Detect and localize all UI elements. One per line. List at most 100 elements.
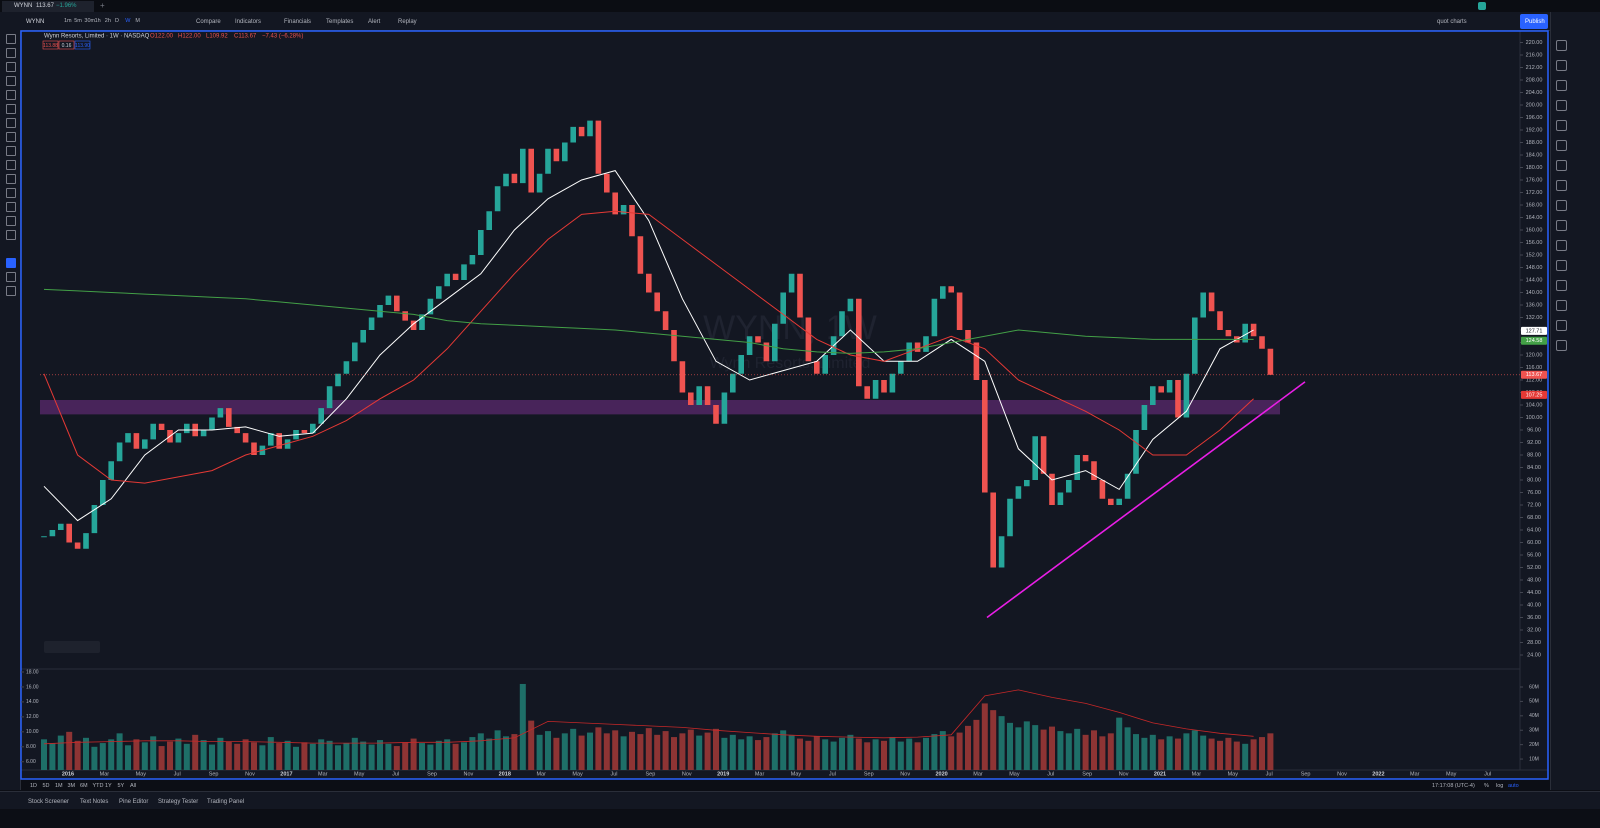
- sidebar-icon[interactable]: [1556, 180, 1567, 191]
- interval-button[interactable]: D: [115, 18, 119, 24]
- avatar[interactable]: [1478, 2, 1486, 10]
- sidebar-icon[interactable]: [1556, 160, 1567, 171]
- sidebar-icon[interactable]: [1556, 240, 1567, 251]
- active-chart-frame: [20, 30, 1549, 780]
- price-label-bg: [1521, 326, 1547, 335]
- drawing-tool[interactable]: [6, 272, 16, 282]
- toolbar-button[interactable]: Replay: [398, 19, 417, 25]
- candle-body: [1040, 436, 1047, 474]
- interval-button[interactable]: 2h: [104, 18, 111, 24]
- bottom-tab[interactable]: Pine Editor: [119, 799, 149, 805]
- bottom-tab[interactable]: Text Notes: [80, 799, 109, 805]
- interval-button[interactable]: W: [125, 18, 131, 24]
- toolbar-button[interactable]: Templates: [326, 19, 354, 25]
- volume-tick-label: 14.00: [26, 699, 39, 705]
- layout-name[interactable]: quot charts: [1437, 19, 1467, 25]
- drawing-tool[interactable]: [6, 160, 16, 170]
- candle-body: [679, 361, 686, 393]
- bottom-tab[interactable]: Strategy Tester: [158, 799, 199, 805]
- candle-body: [1141, 405, 1148, 430]
- range-button[interactable]: 1D: [30, 783, 38, 789]
- volume-bar: [637, 734, 644, 770]
- drawing-tool[interactable]: [6, 230, 16, 240]
- y-tick-label: 204.00: [1526, 90, 1543, 96]
- new-tab[interactable]: +: [100, 1, 105, 10]
- drawing-tool[interactable]: [6, 216, 16, 226]
- publish-button[interactable]: [1520, 14, 1548, 29]
- sidebar-icon[interactable]: [1556, 40, 1567, 51]
- range-button[interactable]: 1Y: [105, 783, 112, 789]
- volume-bar: [1242, 743, 1249, 770]
- volume-bar: [1074, 728, 1081, 770]
- range-button[interactable]: 5D: [42, 783, 50, 789]
- drawing-tool[interactable]: [6, 146, 16, 156]
- sidebar-icon[interactable]: [1556, 100, 1567, 111]
- interval-button[interactable]: 1m: [64, 18, 72, 24]
- drawing-tool[interactable]: [6, 132, 16, 142]
- sidebar-icon[interactable]: [1556, 140, 1567, 151]
- y-tick-label: 92.00: [1527, 440, 1541, 446]
- tab[interactable]: [2, 1, 94, 12]
- toolbar-button[interactable]: Alert: [368, 19, 381, 25]
- volume-bar: [1023, 721, 1030, 770]
- legend-badge-value: 113.88: [43, 43, 58, 49]
- toolbar-button[interactable]: Financials: [284, 19, 312, 25]
- volume-bar: [419, 743, 425, 770]
- scale-option[interactable]: %: [1484, 783, 1489, 789]
- y-tick-label: 176.00: [1526, 177, 1543, 183]
- drawing-tool[interactable]: [6, 286, 16, 296]
- drawing-tool[interactable]: [6, 48, 16, 58]
- candle-body: [1024, 480, 1030, 487]
- drawing-tool[interactable]: [6, 174, 16, 184]
- toolbar-button[interactable]: Compare: [196, 19, 221, 25]
- drawing-tool[interactable]: [6, 188, 16, 198]
- sidebar-icon[interactable]: [1556, 340, 1567, 351]
- drawing-tools-float[interactable]: [44, 641, 100, 653]
- drawing-tool[interactable]: [6, 34, 16, 44]
- candle-body: [1007, 498, 1013, 537]
- interval-button[interactable]: 5m: [74, 18, 82, 24]
- volume-bar: [301, 742, 308, 770]
- range-button[interactable]: 3M: [67, 783, 76, 789]
- bottom-tab[interactable]: Trading Panel: [207, 799, 245, 805]
- candle-body: [763, 342, 770, 362]
- range-button[interactable]: 5Y: [117, 783, 125, 789]
- sidebar-icon[interactable]: [1556, 120, 1567, 131]
- bottom-tab[interactable]: Stock Screener: [28, 799, 70, 805]
- range-button[interactable]: All: [130, 783, 137, 789]
- drawing-tool[interactable]: [6, 202, 16, 212]
- drawing-tool[interactable]: [6, 118, 16, 128]
- scale-option[interactable]: auto: [1508, 783, 1519, 789]
- interval-button[interactable]: M: [135, 18, 140, 24]
- sidebar-icon[interactable]: [1556, 60, 1567, 71]
- drawing-tool[interactable]: [6, 76, 16, 86]
- volume-bar: [116, 733, 123, 770]
- interval-button[interactable]: 1h: [94, 18, 101, 24]
- price-label: 127.71: [1526, 328, 1543, 334]
- volume-bar: [335, 745, 341, 770]
- range-button[interactable]: 6M: [80, 783, 88, 789]
- watermark: WYNN, 1W Wynn Resorts, Limited: [703, 309, 877, 372]
- volume-bar: [839, 737, 845, 770]
- volume-bar: [427, 744, 434, 770]
- drawing-tool[interactable]: [6, 258, 16, 268]
- candle-body: [662, 311, 669, 330]
- symbol-search[interactable]: WYNN: [26, 19, 45, 25]
- range-button[interactable]: 1M: [55, 783, 63, 789]
- drawing-tool[interactable]: [6, 62, 16, 72]
- sidebar-icon[interactable]: [1556, 260, 1567, 271]
- sidebar-icon[interactable]: [1556, 80, 1567, 91]
- sidebar-icon[interactable]: [1556, 200, 1567, 211]
- scale-option[interactable]: log: [1496, 783, 1504, 789]
- drawing-tool[interactable]: [6, 104, 16, 114]
- range-button[interactable]: YTD: [92, 783, 104, 789]
- sidebar-icon[interactable]: [1556, 280, 1567, 291]
- sidebar-icon[interactable]: [1556, 220, 1567, 231]
- toolbar-button[interactable]: Indicators: [235, 19, 262, 25]
- sidebar-icon[interactable]: [1556, 320, 1567, 331]
- drawing-tool[interactable]: [6, 90, 16, 100]
- candle-body: [730, 373, 736, 393]
- interval-button[interactable]: 30m: [84, 18, 96, 24]
- sidebar-icon[interactable]: [1556, 300, 1567, 311]
- candle-body: [419, 314, 425, 330]
